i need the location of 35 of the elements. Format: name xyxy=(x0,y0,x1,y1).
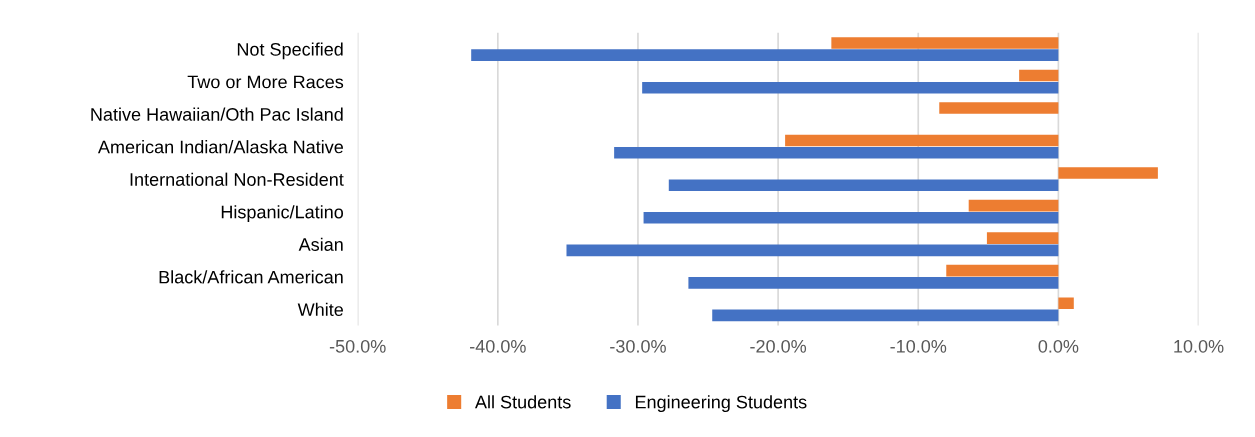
y-tick-label: American Indian/Alaska Native xyxy=(97,140,343,154)
bar xyxy=(968,199,1059,212)
bar xyxy=(688,277,1059,289)
x-tick-label: -30.0% xyxy=(610,339,666,353)
legend-label: Engineering Students xyxy=(635,395,807,413)
bar xyxy=(785,134,1059,147)
bar xyxy=(471,49,1059,61)
bar xyxy=(939,102,1059,114)
bar xyxy=(614,146,1059,159)
y-tick-label: Two or More Races xyxy=(187,75,344,89)
y-tick-label: Native Hawaiian/Oth Pac Island xyxy=(91,107,343,121)
bar xyxy=(946,264,1059,277)
x-tick-label: -50.0% xyxy=(329,339,386,353)
bar xyxy=(642,81,1059,94)
x-tick-label: -20.0% xyxy=(750,339,807,353)
y-tick-label: Not Specified xyxy=(237,42,343,60)
x-tick-label: 10.0% xyxy=(1174,339,1224,353)
y-tick-label: Black/African American xyxy=(159,270,343,284)
bar xyxy=(566,244,1059,257)
x-tick-label: -10.0% xyxy=(890,339,947,353)
y-tick-label: International Non-Resident xyxy=(130,172,344,186)
y-tick-label: Hispanic/Latino xyxy=(221,205,344,222)
bar xyxy=(1019,69,1059,82)
legend-label: All Students xyxy=(474,395,571,409)
x-tick-label: -40.0% xyxy=(470,339,526,353)
bar xyxy=(1058,167,1158,179)
bar xyxy=(986,232,1059,244)
x-tick-label: 0.0% xyxy=(1038,339,1079,353)
bar xyxy=(1058,297,1074,309)
bar xyxy=(643,212,1059,224)
bar xyxy=(712,309,1059,322)
bar xyxy=(668,179,1059,192)
bar xyxy=(831,37,1059,49)
y-tick-label: Asian xyxy=(298,237,343,251)
y-tick-label: White xyxy=(297,302,343,317)
